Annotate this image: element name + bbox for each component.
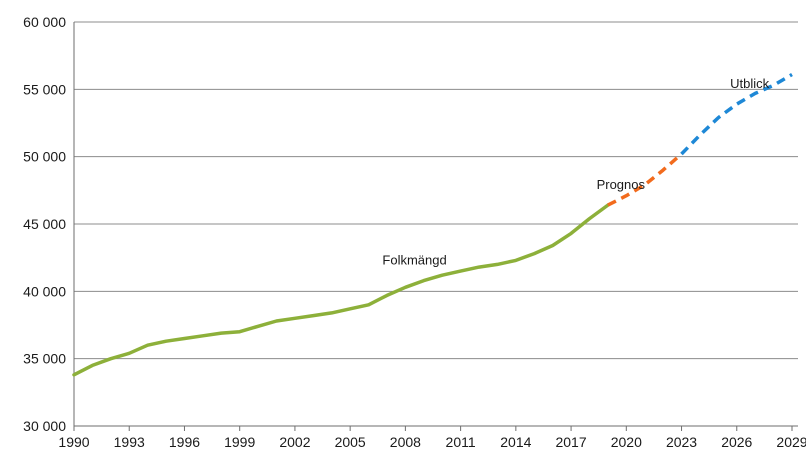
x-tick-label: 1996 bbox=[169, 434, 200, 450]
annotation-label: Prognos bbox=[597, 177, 646, 192]
y-tick-label: 40 000 bbox=[23, 283, 66, 299]
x-tick-label: 2008 bbox=[390, 434, 421, 450]
y-tick-label: 45 000 bbox=[23, 216, 66, 232]
y-axis-tick-labels: 30 000 35 000 40 000 45 000 50 000 55 000 60 0… bbox=[23, 14, 66, 434]
y-tick-label: 50 000 bbox=[23, 149, 66, 165]
x-tick-label: 2023 bbox=[666, 434, 697, 450]
x-tick-label: 2020 bbox=[611, 434, 642, 450]
y-tick-label: 60 000 bbox=[23, 14, 66, 30]
x-tick-label: 1993 bbox=[114, 434, 145, 450]
series-lines bbox=[72, 72, 793, 377]
x-tick-label: 2011 bbox=[446, 434, 476, 450]
y-tick-label: 30 000 bbox=[23, 418, 66, 434]
x-tick-label: 2017 bbox=[555, 434, 586, 450]
axes bbox=[73, 22, 798, 431]
y-tick-label: 55 000 bbox=[23, 81, 66, 97]
x-tick-label: 2002 bbox=[279, 434, 310, 450]
series-line-folkmangd bbox=[72, 203, 610, 377]
x-tick-label: 2029 bbox=[776, 434, 806, 450]
x-axis-tick-labels: 1990 1993 1996 1999 2002 2005 2008 2011 2014 2017… bbox=[58, 434, 806, 450]
annotation-label: Folkmängd bbox=[382, 252, 446, 267]
x-tick-label: 1990 bbox=[58, 434, 89, 450]
y-tick-label: 35 000 bbox=[23, 351, 66, 367]
grid-lines bbox=[74, 21, 798, 360]
x-tick-label: 2026 bbox=[721, 434, 752, 450]
annotation-label: Utblick bbox=[730, 76, 770, 91]
x-tick-label: 2005 bbox=[335, 434, 366, 450]
x-tick-label: 2014 bbox=[500, 434, 531, 450]
x-tick-label: 1999 bbox=[224, 434, 255, 450]
series-annotations: Folkmängd Prognos Utblick bbox=[382, 76, 769, 267]
